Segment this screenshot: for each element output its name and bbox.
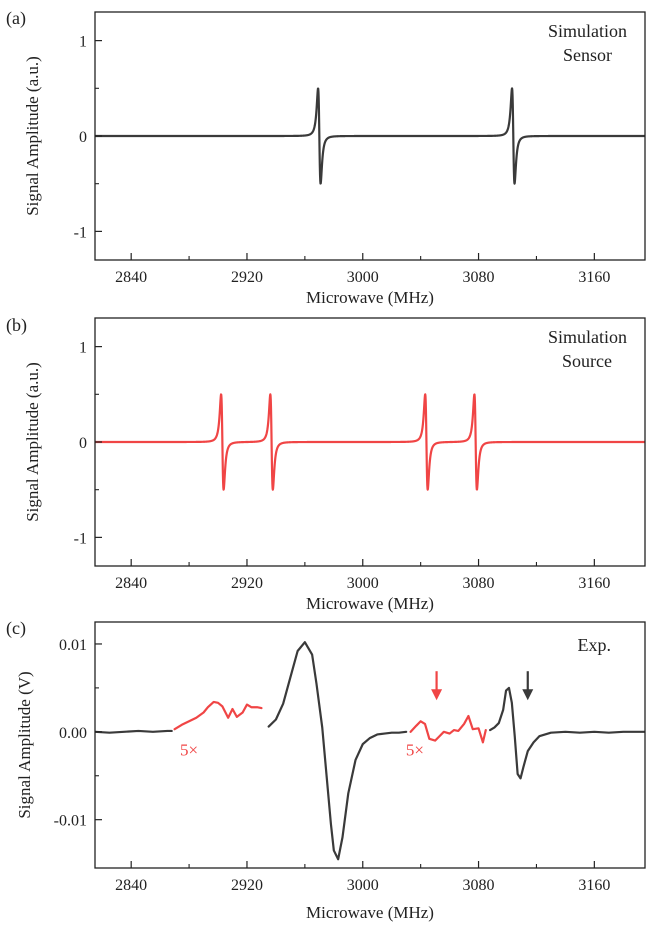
legend-line-2: Source: [562, 351, 612, 371]
annotation-layer: 5× 5×: [180, 671, 534, 760]
panel-c: (c) Signal Amplitude (V) 5× 5× 2840 2920 30…: [6, 618, 646, 922]
x-tick-label: 2920: [231, 877, 263, 894]
x-tick-label: 3160: [578, 269, 610, 286]
legend-line-1: Simulation: [548, 327, 627, 347]
arrow-marker: [522, 671, 534, 701]
y-axis-label: Signal Amplitude (V): [15, 671, 34, 818]
series-layer: [95, 393, 645, 491]
axes-layer: 2840 2920 3000 3080 3160 1 0 -1: [74, 11, 646, 286]
x-tick-label: 2840: [115, 269, 147, 286]
x-tick-label: 2920: [231, 269, 263, 286]
panel-label: (a): [6, 8, 26, 29]
y-tick-label: -1: [74, 224, 87, 241]
x-tick-label: 3160: [578, 575, 610, 592]
series-line-5: [489, 686, 645, 780]
series-line-1: [95, 87, 645, 185]
x-axis-label: Microwave (MHz): [306, 288, 434, 307]
y-tick-label: 1: [79, 34, 87, 51]
series-line-1: [95, 729, 173, 734]
series-line-2: [173, 700, 263, 731]
x-tick-label: 3000: [347, 269, 379, 286]
x-tick-label: 3080: [463, 575, 495, 592]
x-tick-label: 3000: [347, 575, 379, 592]
y-axis-label: Signal Amplitude (a.u.): [23, 362, 42, 522]
panel-b: (b) Signal Amplitude (a.u.) 2840 2920 3000…: [6, 315, 646, 613]
plot-frame: [94, 621, 646, 869]
x-axis-label: Microwave (MHz): [306, 903, 434, 922]
x-tick-label: 3000: [347, 877, 379, 894]
legend-line-2: Sensor: [563, 45, 612, 65]
magnification-label: 5×: [180, 741, 198, 760]
y-tick-label: 0: [79, 129, 87, 146]
magnification-label: 5×: [406, 741, 424, 760]
x-tick-label: 2840: [115, 877, 147, 894]
panel-label: (c): [6, 618, 26, 639]
axes-layer: 2840 2920 3000 3080 3160 1 0 -1: [74, 317, 646, 592]
y-tick-label: -1: [74, 530, 87, 547]
series-layer: [95, 641, 645, 861]
panel-label: (b): [6, 315, 27, 336]
series-line-1: [95, 393, 645, 491]
arrow-marker: [431, 671, 443, 701]
y-axis-label: Signal Amplitude (a.u.): [23, 56, 42, 216]
y-tick-label: 0.00: [59, 725, 87, 742]
series-layer: [95, 87, 645, 185]
series-line-3: [267, 641, 408, 861]
legend-line-1: Simulation: [548, 21, 627, 41]
legend-line-1: Exp.: [578, 635, 612, 655]
x-tick-label: 3080: [463, 877, 495, 894]
x-tick-label: 3160: [578, 877, 610, 894]
x-axis-label: Microwave (MHz): [306, 594, 434, 613]
x-tick-label: 2920: [231, 575, 263, 592]
y-tick-label: -0.01: [54, 813, 87, 830]
x-tick-label: 2840: [115, 575, 147, 592]
panel-a: (a) Signal Amplitude (a.u.) 2840 2920 3000…: [6, 8, 646, 307]
y-tick-label: 1: [79, 340, 87, 357]
x-tick-label: 3080: [463, 269, 495, 286]
axes-layer: 2840 2920 3000 3080 3160 0.01 0.00 -0.01: [54, 621, 646, 894]
y-tick-label: 0: [79, 435, 87, 452]
y-tick-label: 0.01: [59, 637, 87, 654]
series-line-4: [409, 714, 487, 744]
